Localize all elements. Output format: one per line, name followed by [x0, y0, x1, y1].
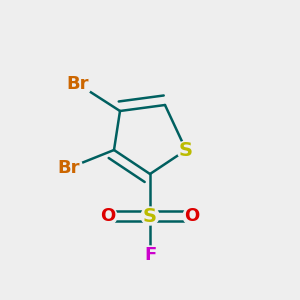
- Text: Br: Br: [67, 75, 89, 93]
- Text: S: S: [143, 206, 157, 226]
- Circle shape: [141, 207, 159, 225]
- Text: O: O: [184, 207, 200, 225]
- Text: Br: Br: [58, 159, 80, 177]
- Circle shape: [56, 154, 82, 182]
- Circle shape: [141, 246, 159, 264]
- Text: O: O: [100, 207, 116, 225]
- Circle shape: [177, 141, 195, 159]
- Circle shape: [64, 70, 92, 98]
- Circle shape: [99, 207, 117, 225]
- Text: F: F: [144, 246, 156, 264]
- Text: S: S: [179, 140, 193, 160]
- Circle shape: [183, 207, 201, 225]
